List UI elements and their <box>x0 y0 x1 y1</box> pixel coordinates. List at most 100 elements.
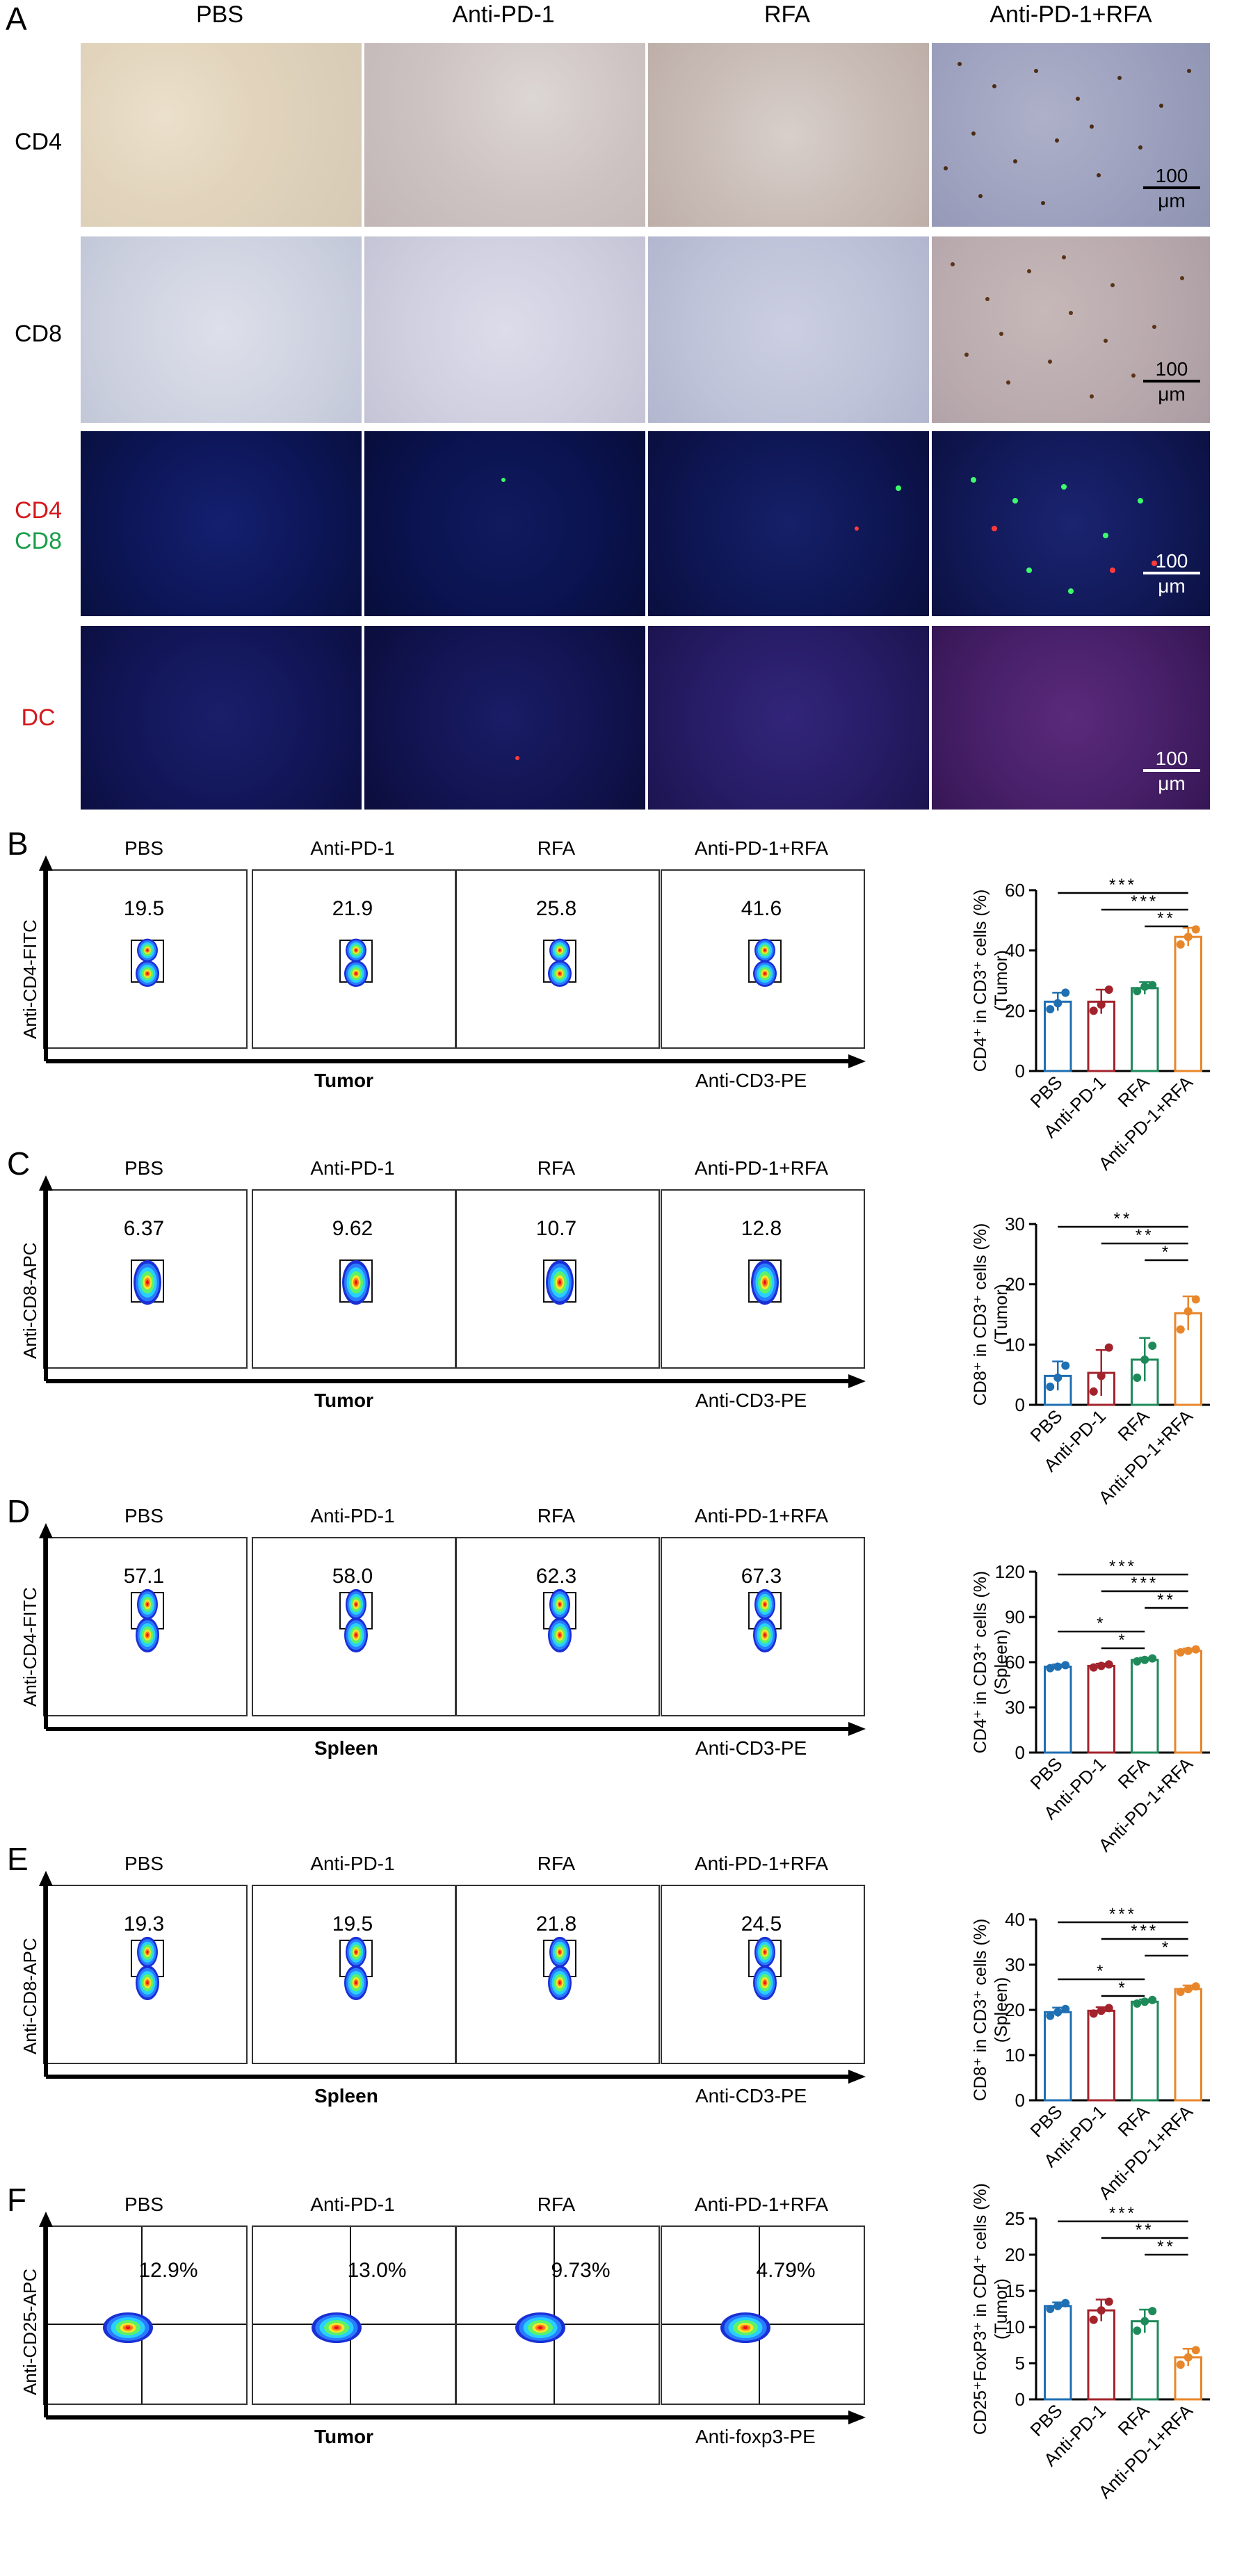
data-point <box>1133 2326 1142 2335</box>
data-point <box>1053 1374 1063 1382</box>
micrograph-dc-anti-pd-1-rfa <box>932 626 1210 810</box>
data-point <box>1089 2315 1098 2324</box>
data-point <box>1191 2346 1200 2355</box>
data-point <box>1104 1660 1113 1669</box>
flow-tissue-label: Spleen <box>314 1737 378 1759</box>
micrograph-cd8-anti-pd-1 <box>364 236 645 423</box>
bar <box>1044 1666 1072 1754</box>
y-tick-label: 40 <box>1005 1909 1025 1930</box>
flow-y-axis-label: Anti-CD4-FITC <box>19 1587 40 1707</box>
flow-gate-value: 9.73% <box>551 2259 611 2282</box>
bar <box>1131 2000 1159 2102</box>
y-tick-label: 15 <box>1005 2280 1025 2301</box>
flow-gate-value: 19.3 <box>123 1913 165 1935</box>
data-point <box>1191 925 1200 934</box>
y-tick-label: 0 <box>1015 1394 1025 1415</box>
micrograph-cd4-cd8-if-rfa <box>648 431 929 616</box>
flow-plot-svg <box>457 2227 659 2404</box>
flow-plot-svg <box>748 1936 782 2000</box>
data-point <box>1089 1387 1098 1396</box>
flow-group-header: PBS <box>124 1505 164 1527</box>
scale-bar-unit: μm <box>1158 383 1186 405</box>
micrograph-cd4-cd8-if-anti-pd-1-rfa <box>932 431 1210 616</box>
data-point <box>1148 1342 1157 1351</box>
data-point <box>1097 2006 1106 2015</box>
density-plot <box>136 1588 159 1652</box>
flow-tissue-label: Tumor <box>314 1390 374 1411</box>
density-plot <box>344 938 368 988</box>
flow-plot-3 <box>661 869 865 1049</box>
flow-plot-svg <box>253 2227 455 2404</box>
flow-plot-svg <box>748 1259 782 1305</box>
data-point <box>1046 1383 1055 1391</box>
flow-axes <box>39 855 866 1068</box>
flow-plot-svg <box>131 1936 164 2000</box>
flow-plot-svg <box>662 2227 864 2404</box>
column-header-anti-pd-1: Anti-PD-1 <box>452 1 555 28</box>
flow-plot-svg <box>543 1588 576 1652</box>
flow-group-header: PBS <box>124 2193 164 2215</box>
data-point <box>1133 1657 1142 1666</box>
data-point <box>1061 1361 1070 1370</box>
flow-group-header: PBS <box>124 837 164 859</box>
data-point <box>1184 933 1193 942</box>
micrograph-dc-anti-pd-1 <box>364 626 645 810</box>
y-tick-label: 10 <box>1005 2045 1025 2066</box>
significance-label: *** <box>1109 2204 1137 2223</box>
panel-letter-c: C <box>7 1145 31 1182</box>
data-point <box>1104 2297 1113 2306</box>
density-plot <box>548 938 572 988</box>
flow-gate-value: 21.9 <box>332 897 373 920</box>
data-point <box>1140 1997 1149 2006</box>
data-point <box>1184 2353 1193 2362</box>
x-axis-arrowhead <box>848 1722 866 1736</box>
scale-bar-row-3: 100 μm <box>1140 551 1203 597</box>
flow-axes <box>39 1523 866 1736</box>
significance-label: * <box>1162 1938 1171 1957</box>
y-tick-label: 60 <box>1005 1652 1025 1673</box>
data-point <box>1191 1982 1200 1991</box>
flow-gate-value: 13.0% <box>347 2259 407 2282</box>
micrograph-cd4-anti-pd-1 <box>364 43 645 227</box>
flow-plot-2 <box>455 869 660 1049</box>
density-plot <box>136 1936 159 2000</box>
flow-plot-2 <box>455 1885 660 2064</box>
row-label-cd8-if: CD8 <box>14 528 63 554</box>
micrograph-cd4-rfa <box>648 43 929 227</box>
density-plot <box>753 1936 777 2000</box>
flow-gate-value: 9.62 <box>332 1217 373 1240</box>
y-tick-label: 10 <box>1005 1334 1025 1355</box>
flow-plot-svg <box>339 938 373 988</box>
y-axis-label: CD4⁺ in CD3⁺ cells (%) <box>971 889 990 1072</box>
flow-plot-3 <box>661 1537 865 1716</box>
flow-plot-3 <box>661 1885 865 2064</box>
flow-plot-3 <box>661 1189 865 1369</box>
data-point <box>1061 2004 1070 2013</box>
flow-group-header: Anti-PD-1 <box>310 2193 395 2215</box>
data-point <box>1089 2009 1098 2018</box>
flow-tissue-label: Tumor <box>314 1070 374 1091</box>
y-axis-arrowhead <box>39 2212 53 2227</box>
y-axis-sublabel: (Spleen) <box>992 1629 1011 1696</box>
data-point <box>1053 999 1063 1008</box>
bar <box>1131 1659 1159 1754</box>
y-axis-arrowhead <box>39 1871 53 1886</box>
row-label-cd4: CD4 <box>14 129 63 155</box>
scale-bar-unit: μm <box>1158 575 1186 597</box>
flow-plot-svg <box>339 1259 373 1305</box>
scale-bar-line <box>1143 380 1200 383</box>
density-plot <box>344 1936 368 2000</box>
x-axis-arrowhead <box>848 1374 866 1388</box>
bar <box>1174 1650 1202 1754</box>
data-point <box>1046 2011 1055 2020</box>
y-axis-label: CD25⁺FoxP3⁺ in CD4⁺ cells (%) <box>971 2183 990 2435</box>
flow-gate-value: 21.8 <box>535 1913 577 1935</box>
significance-label: *** <box>1109 1905 1137 1924</box>
flow-plot-0 <box>43 1189 248 1369</box>
scale-bar-unit: μm <box>1158 773 1186 794</box>
data-point <box>1148 1654 1157 1663</box>
micrograph-cd4-pbs <box>81 43 362 227</box>
data-point <box>1176 1988 1185 1996</box>
y-axis-sublabel: (Tumor) <box>992 1284 1011 1345</box>
flow-group-header: Anti-PD-1+RFA <box>694 1853 829 1874</box>
